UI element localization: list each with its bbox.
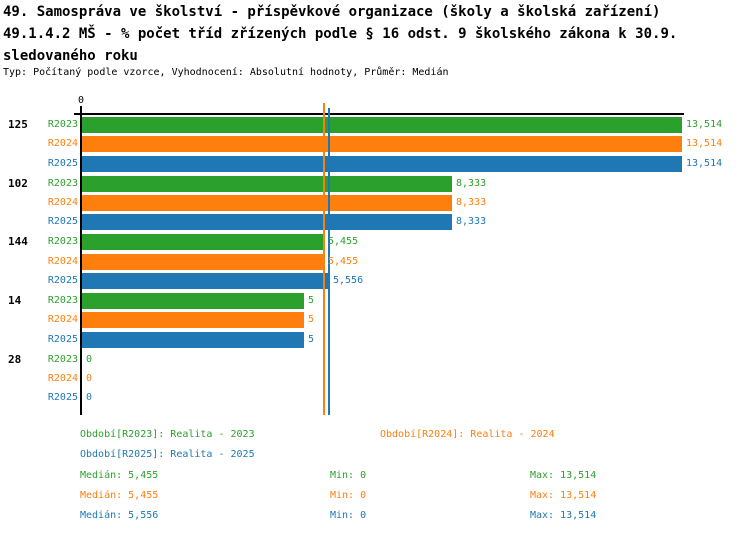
bar-R2024 [82,194,452,211]
stat-median-R2023: Medián: 5,455 [80,470,159,481]
bar-value-label: 8,333 [456,177,487,189]
report-meta-line: Typ: Počítaný podle vzorce, Vyhodnocení:… [3,67,449,78]
bar-value-label: 5 [308,333,315,345]
bar-R2023 [82,175,452,192]
bar-value-label: 0 [86,392,93,404]
stat-max-R2024: Max: 13,514 [530,490,597,501]
median-line-R2024 [323,103,325,415]
bar-R2023 [82,117,682,133]
bar-value-label: 13,514 [686,119,723,130]
series-row-label: R2023 [47,294,78,306]
bar-value-label: 5,455 [328,236,359,248]
stat-max-R2023: Max: 13,514 [530,470,597,481]
bar-value-label: 5 [308,314,315,326]
group-label: 28 [8,352,22,366]
stat-min-R2023: Min: 0 [330,470,367,481]
legend-item-R2025: Období[R2025]: Realita - 2025 [80,449,255,460]
series-row-label: R2024 [47,138,78,150]
group-label: 144 [8,235,28,249]
bar-R2025 [82,214,452,231]
bar-R2024 [82,136,682,153]
series-row-label: R2025 [47,157,78,169]
bar-value-label: 13,514 [686,157,723,169]
bar-value-label: 8,333 [456,216,487,228]
bar-R2023 [82,292,304,309]
report-title-line-1: 49. Samospráva ve školství - příspěvkové… [3,4,661,20]
bar-value-label: 5 [308,294,315,306]
stat-median-R2024: Medián: 5,455 [80,490,159,501]
group-label: 125 [8,118,28,131]
legend-item-R2023: Období[R2023]: Realita - 2023 [80,429,255,440]
legend-item-R2024: Období[R2024]: Realita - 2024 [380,429,555,440]
bar-R2025 [82,331,304,348]
series-row-label: R2023 [47,236,78,248]
stat-min-R2024: Min: 0 [330,490,367,501]
bar-value-label: 0 [86,353,93,365]
x-axis-line [74,113,684,115]
bar-R2024 [82,253,324,270]
bar-R2024 [82,312,304,329]
bar-value-label: 13,514 [686,138,723,150]
bar-value-label: 8,333 [456,196,487,208]
stat-min-R2025: Min: 0 [330,510,367,521]
series-row-label: R2024 [47,196,78,208]
bar-R2023 [82,234,324,251]
series-row-label: R2025 [47,392,78,404]
bar-value-label: 5,455 [328,255,359,267]
group-label: 14 [8,293,22,307]
stat-max-R2025: Max: 13,514 [530,510,597,521]
series-row-label: R2025 [47,274,78,286]
bar-value-label: 0 [86,372,93,384]
report-title-line-2: 49.1.4.2 MŠ - % počet tříd zřízených pod… [3,26,678,42]
bar-value-label: 5,556 [333,274,364,286]
series-row-label: R2023 [47,177,78,189]
series-row-label: R2025 [47,333,78,345]
series-row-label: R2023 [47,353,78,365]
axis-zero-label: 0 [77,95,85,106]
series-row-label: R2025 [47,216,78,228]
bar-R2025 [82,272,329,289]
series-row-label: R2023 [47,119,78,130]
stat-median-R2025: Medián: 5,556 [80,510,159,521]
report-title-line-3: sledovaného roku [3,48,138,64]
series-row-label: R2024 [47,255,78,267]
group-label: 102 [8,176,28,190]
y-axis-line [80,106,82,415]
bar-R2025 [82,155,682,172]
series-row-label: R2024 [47,372,78,384]
median-line-R2025 [328,108,330,415]
series-row-label: R2024 [47,314,78,326]
